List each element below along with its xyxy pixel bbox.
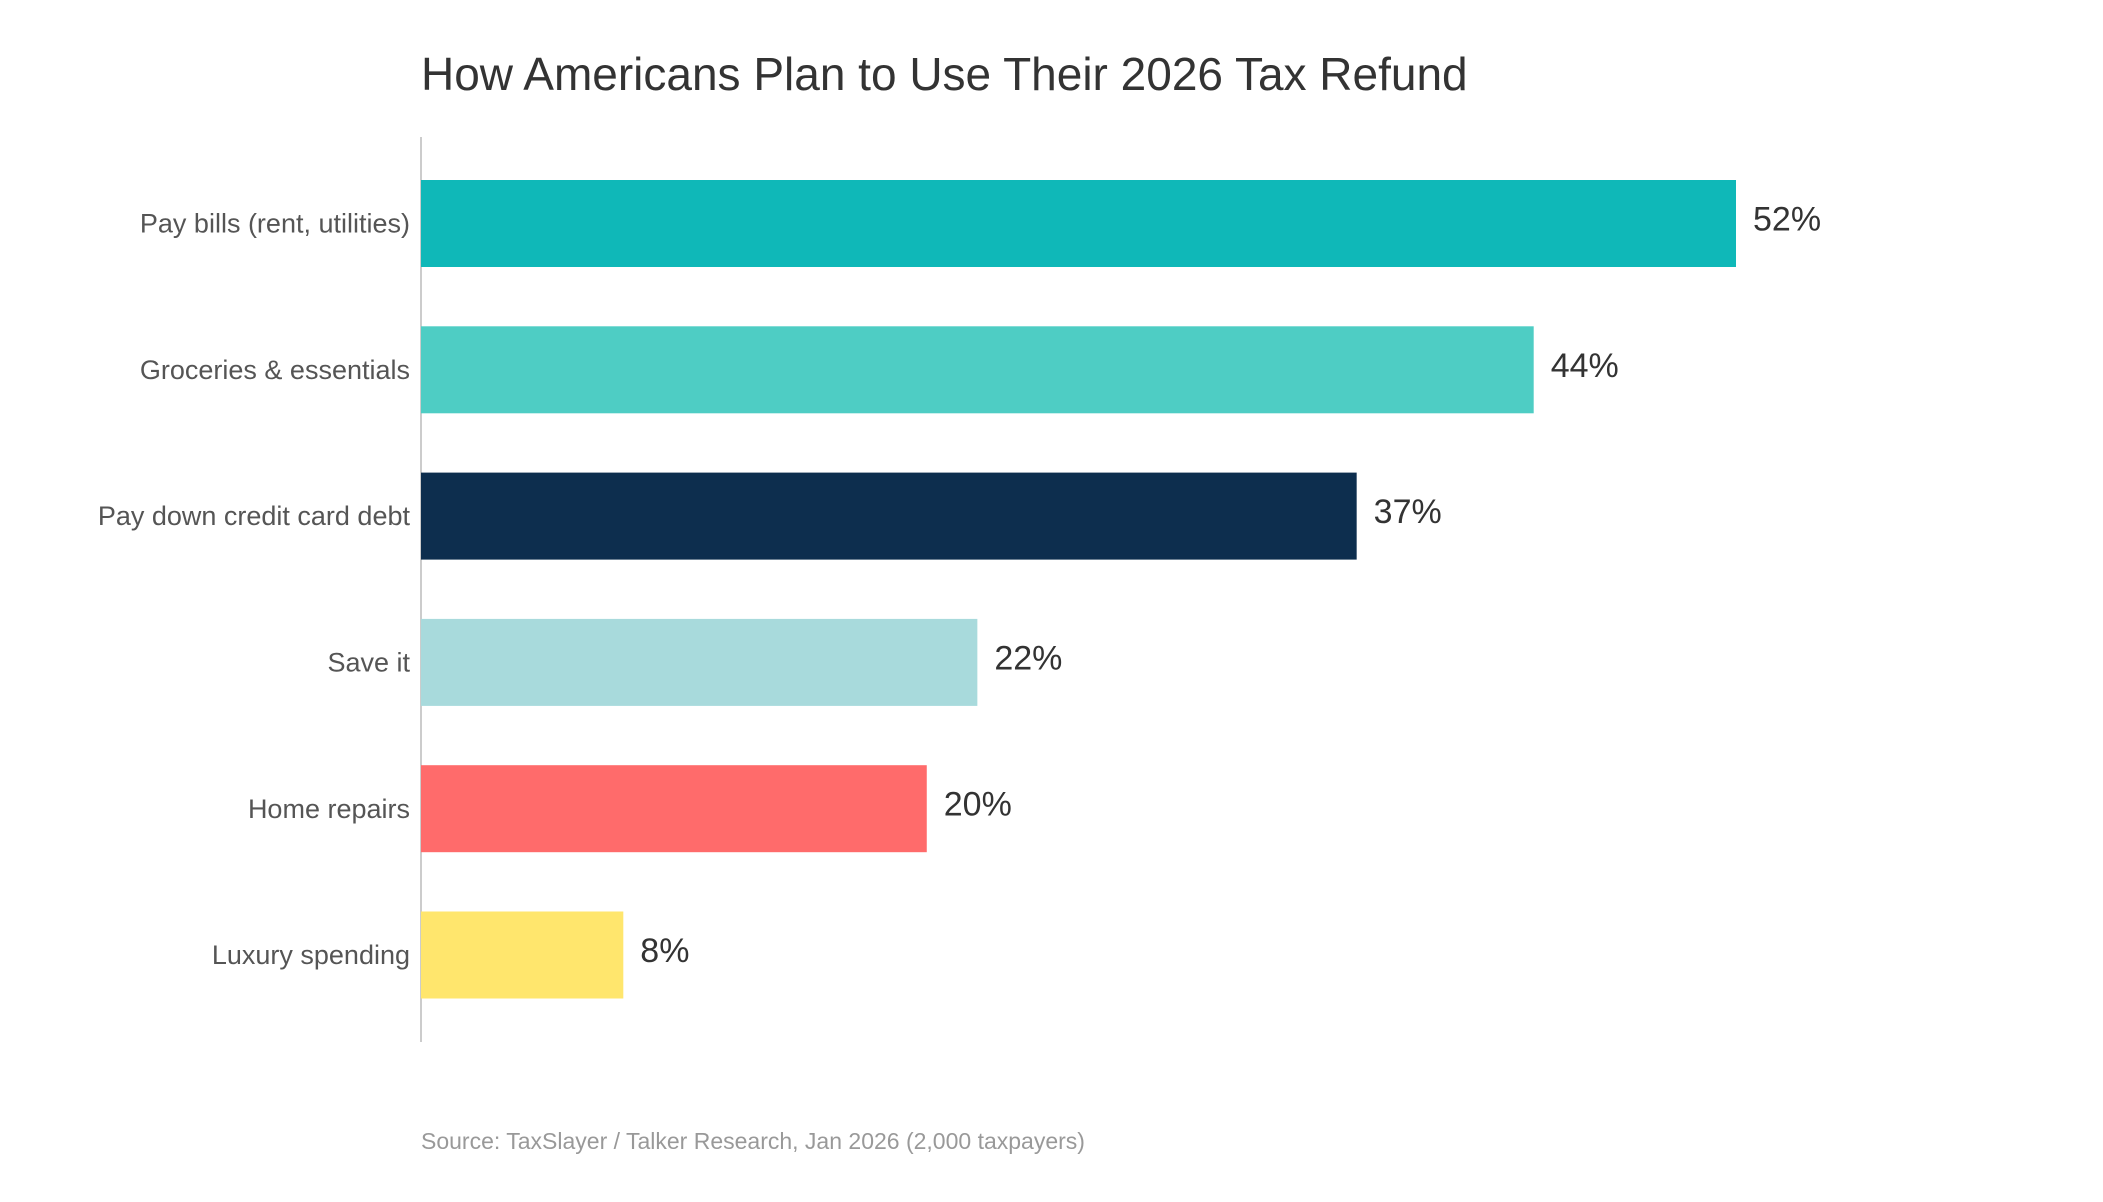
category-label: Pay bills (rent, utilities) (140, 209, 410, 239)
value-label: 20% (944, 786, 1012, 824)
value-label: 8% (640, 932, 689, 970)
bar (421, 472, 1357, 560)
category-label: Save it (327, 648, 410, 678)
category-label: Luxury spending (212, 940, 410, 970)
value-label: 44% (1551, 347, 1619, 385)
category-label: Pay down credit card debt (98, 501, 411, 531)
value-label: 37% (1374, 493, 1442, 531)
bar (421, 618, 978, 706)
source-note: Source: TaxSlayer / Talker Research, Jan… (421, 1128, 1085, 1154)
bar (421, 765, 927, 853)
value-label: 52% (1753, 200, 1821, 238)
value-label: 22% (994, 639, 1062, 677)
bar (421, 911, 624, 999)
bar (421, 326, 1534, 414)
category-label: Home repairs (248, 794, 410, 824)
category-label: Groceries & essentials (140, 355, 410, 385)
bar (421, 180, 1736, 267)
chart-title: How Americans Plan to Use Their 2026 Tax… (421, 48, 1468, 100)
